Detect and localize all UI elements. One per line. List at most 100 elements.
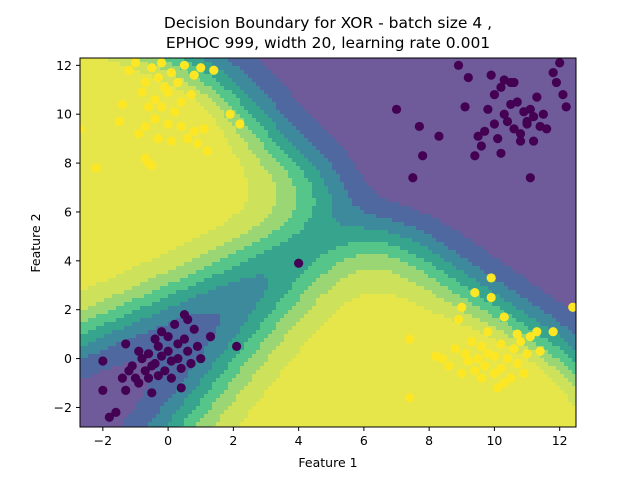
contour-cell bbox=[176, 146, 181, 151]
contour-cell bbox=[208, 322, 213, 327]
contour-cell bbox=[100, 334, 105, 339]
contour-cell bbox=[176, 134, 181, 139]
contour-cell bbox=[268, 306, 273, 311]
contour-cell bbox=[284, 90, 289, 95]
contour-cell bbox=[280, 154, 285, 159]
contour-cell bbox=[180, 246, 185, 251]
contour-cell bbox=[244, 354, 249, 359]
contour-cell bbox=[144, 110, 149, 115]
contour-cell bbox=[96, 290, 101, 295]
contour-cell bbox=[152, 82, 157, 87]
contour-cell bbox=[232, 166, 237, 171]
contour-cell bbox=[184, 106, 189, 111]
contour-cell bbox=[292, 174, 297, 179]
contour-cell bbox=[84, 278, 89, 283]
contour-cell bbox=[280, 98, 285, 103]
contour-cell bbox=[96, 222, 101, 227]
contour-cell bbox=[228, 106, 233, 111]
contour-cell bbox=[168, 238, 173, 243]
contour-cell bbox=[104, 326, 109, 331]
contour-cell bbox=[132, 122, 137, 127]
contour-cell bbox=[188, 390, 193, 395]
contour-cell bbox=[188, 302, 193, 307]
contour-cell bbox=[284, 294, 289, 299]
contour-cell bbox=[212, 102, 217, 107]
contour-cell bbox=[228, 314, 233, 319]
contour-cell bbox=[148, 294, 153, 299]
contour-cell bbox=[160, 154, 165, 159]
contour-cell bbox=[184, 398, 189, 403]
contour-cell bbox=[212, 178, 217, 183]
contour-cell bbox=[268, 142, 273, 147]
contour-cell bbox=[236, 358, 241, 363]
contour-cell bbox=[132, 86, 137, 91]
contour-cell bbox=[184, 358, 189, 363]
contour-cell bbox=[276, 290, 281, 295]
contour-cell bbox=[216, 370, 221, 375]
contour-cell bbox=[232, 322, 237, 327]
contour-cell bbox=[288, 410, 293, 415]
contour-cell bbox=[220, 390, 225, 395]
contour-cell bbox=[116, 162, 121, 167]
contour-cell bbox=[284, 74, 289, 79]
contour-cell bbox=[120, 70, 125, 75]
contour-cell bbox=[176, 362, 181, 367]
contour-cell bbox=[236, 370, 241, 375]
contour-cell bbox=[180, 354, 185, 359]
contour-cell bbox=[120, 142, 125, 147]
contour-cell bbox=[208, 242, 213, 247]
contour-cell bbox=[148, 322, 153, 327]
contour-cell bbox=[248, 70, 253, 75]
contour-cell bbox=[232, 202, 237, 207]
contour-cell bbox=[152, 350, 157, 355]
contour-cell bbox=[284, 402, 289, 407]
contour-cell bbox=[144, 242, 149, 247]
contour-cell bbox=[160, 226, 165, 231]
contour-cell bbox=[156, 222, 161, 227]
contour-cell bbox=[156, 322, 161, 327]
contour-cell bbox=[176, 106, 181, 111]
contour-cell bbox=[108, 138, 113, 143]
contour-cell bbox=[144, 234, 149, 239]
contour-cell bbox=[80, 274, 85, 279]
contour-cell bbox=[248, 418, 253, 423]
contour-cell bbox=[196, 158, 201, 163]
contour-cell bbox=[180, 326, 185, 331]
contour-cell bbox=[92, 106, 97, 111]
contour-cell bbox=[120, 218, 125, 223]
contour-cell bbox=[156, 306, 161, 311]
contour-cell bbox=[240, 318, 245, 323]
contour-cell bbox=[196, 370, 201, 375]
contour-cell bbox=[140, 194, 145, 199]
contour-cell bbox=[280, 390, 285, 395]
contour-cell bbox=[276, 186, 281, 191]
contour-cell bbox=[208, 174, 213, 179]
contour-cell bbox=[220, 374, 225, 379]
contour-cell bbox=[172, 134, 177, 139]
contour-cell bbox=[260, 394, 265, 399]
contour-cell bbox=[208, 222, 213, 227]
contour-cell bbox=[188, 210, 193, 215]
contour-cell bbox=[80, 118, 85, 123]
contour-cell bbox=[228, 158, 233, 163]
contour-cell bbox=[92, 154, 97, 159]
contour-cell bbox=[284, 342, 289, 347]
contour-cell bbox=[252, 366, 257, 371]
contour-cell bbox=[116, 386, 121, 391]
contour-cell bbox=[256, 282, 261, 287]
contour-cell bbox=[204, 182, 209, 187]
contour-cell bbox=[124, 206, 129, 211]
contour-cell bbox=[196, 338, 201, 343]
contour-cell bbox=[124, 274, 129, 279]
contour-cell bbox=[112, 282, 117, 287]
contour-cell bbox=[96, 226, 101, 231]
contour-cell bbox=[212, 370, 217, 375]
contour-cell bbox=[284, 142, 289, 147]
contour-cell bbox=[132, 178, 137, 183]
contour-cell bbox=[236, 210, 241, 215]
contour-cell bbox=[144, 418, 149, 423]
contour-cell bbox=[168, 422, 173, 427]
contour-cell bbox=[252, 374, 257, 379]
contour-cell bbox=[232, 146, 237, 151]
contour-cell bbox=[240, 178, 245, 183]
